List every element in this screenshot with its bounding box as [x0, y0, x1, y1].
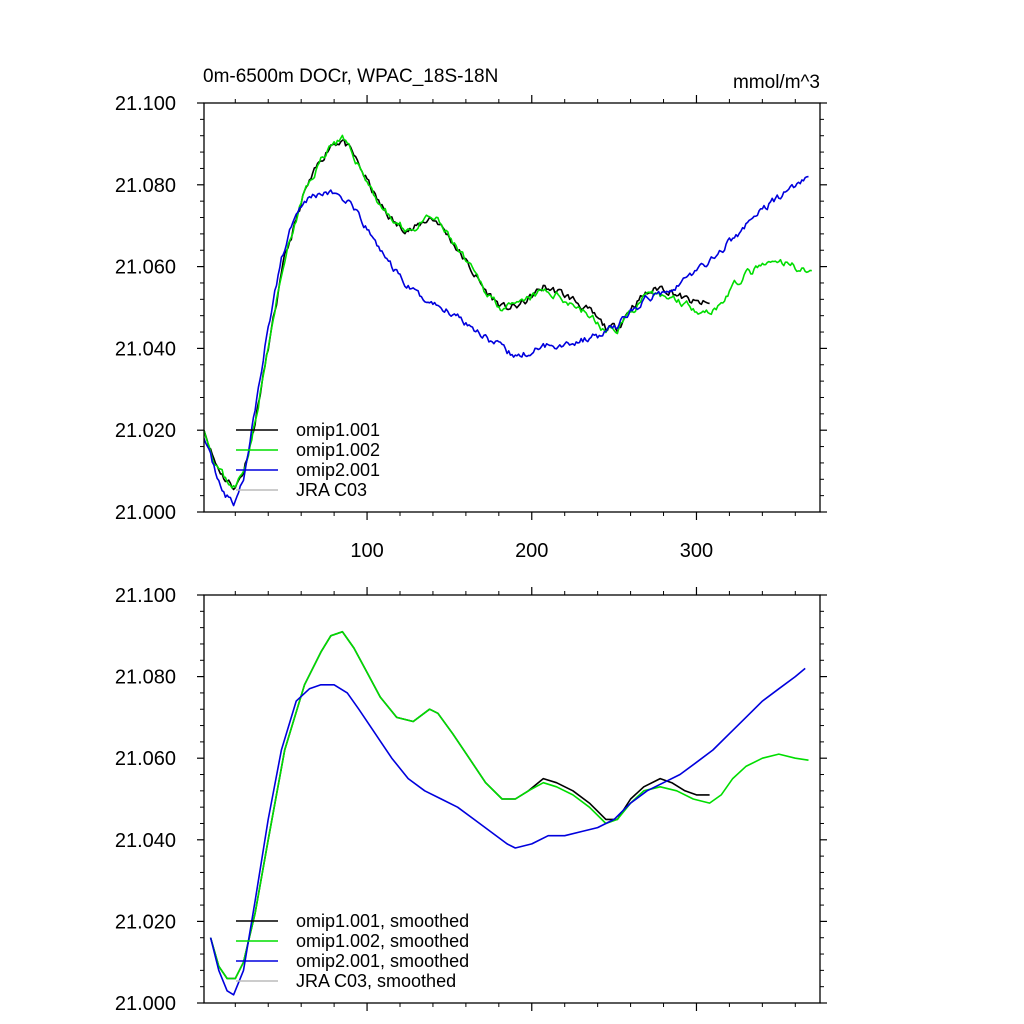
legend-label: JRA C03 — [296, 480, 367, 500]
legend-label: omip1.001 — [296, 420, 380, 440]
series-group — [209, 630, 809, 996]
legend-label: JRA C03, smoothed — [296, 971, 456, 991]
legend-label: omip1.002 — [296, 440, 380, 460]
y-tick-label: 21.100 — [115, 93, 176, 115]
series-line-3 — [209, 667, 806, 996]
x-tick-label: 100 — [350, 540, 383, 562]
y-tick-label: 21.100 — [115, 585, 176, 607]
y-tick-label: 21.020 — [115, 420, 176, 442]
y-tick-label: 21.040 — [115, 338, 176, 360]
y-tick-label: 21.040 — [115, 830, 176, 852]
legend-label: omip1.001, smoothed — [296, 911, 469, 931]
bottom-panel: 21.000 21.020 21.040 21.060 21.080 21.100 omip… — [115, 585, 827, 1015]
y-tick-label: 21.020 — [115, 911, 176, 933]
series-line-2 — [204, 134, 812, 489]
top-panel: 21.000 21.020 21.040 21.060 21.080 21.100 100 2… — [115, 93, 827, 562]
y-tick-label: 21.060 — [115, 748, 176, 770]
y-tick-label: 21.000 — [115, 502, 176, 524]
y-tick-label: 21.000 — [115, 993, 176, 1015]
y-tick-label: 21.060 — [115, 257, 176, 279]
plot-frame — [203, 102, 821, 513]
x-tick-label: 200 — [515, 540, 548, 562]
x-tick-label: 300 — [680, 540, 713, 562]
y-tick-label: 21.080 — [115, 667, 176, 689]
units-label: mmol/m^3 — [733, 72, 820, 93]
series-line-3 — [204, 175, 809, 507]
legend-label: omip2.001, smoothed — [296, 951, 469, 971]
series-group — [204, 134, 812, 507]
legend-label: omip2.001 — [296, 460, 380, 480]
y-tick-label: 21.080 — [115, 175, 176, 197]
plot-frame — [203, 594, 821, 1004]
plot-title: 0m-6500m DOCr, WPAC_18S-18N — [203, 66, 498, 87]
legend-label: omip1.002, smoothed — [296, 931, 469, 951]
series-line-2 — [209, 630, 809, 980]
